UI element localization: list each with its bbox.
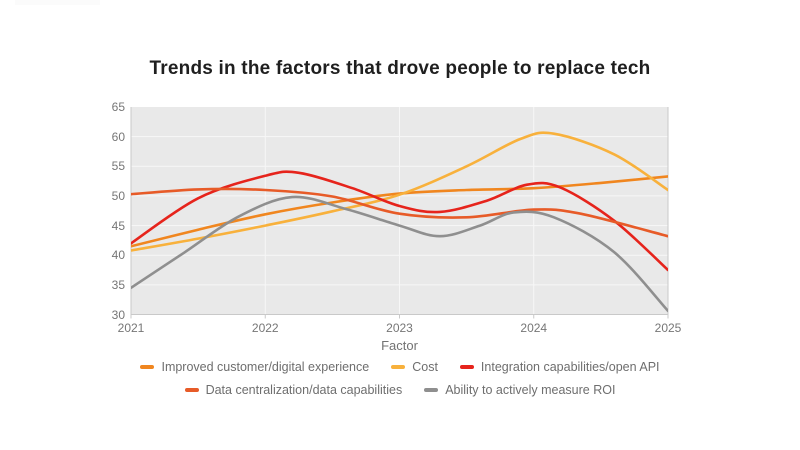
x-axis-title: Factor: [381, 338, 418, 353]
legend-label: Ability to actively measure ROI: [445, 383, 616, 397]
chart-legend: Improved customer/digital experience Cost…: [0, 360, 800, 406]
y-tick-label: 45: [111, 218, 125, 233]
legend-row: Data centralization/data capabilities Abi…: [0, 383, 800, 397]
y-tick-label: 55: [111, 159, 125, 174]
y-tick-label: 60: [111, 129, 125, 144]
window-artifact: [15, 0, 100, 5]
legend-item[interactable]: Ability to actively measure ROI: [424, 383, 615, 397]
chart-title: Trends in the factors that drove people …: [149, 58, 651, 79]
legend-item[interactable]: Cost: [391, 360, 438, 374]
y-tick-label: 50: [111, 188, 125, 203]
legend-item[interactable]: Data centralization/data capabilities: [184, 383, 403, 397]
x-tick-label: 2023: [386, 320, 413, 335]
legend-swatch-icon: [184, 388, 199, 392]
legend-row: Improved customer/digital experience Cost…: [0, 360, 800, 374]
legend-swatch-icon: [424, 388, 439, 392]
legend-label: Data centralization/data capabilities: [205, 383, 403, 397]
series-line-1: [131, 131, 668, 252]
x-tick-label: 2022: [251, 320, 279, 335]
y-tick-label: 65: [111, 100, 125, 114]
legend-swatch-icon: [459, 365, 474, 369]
x-tick-label: 2025: [654, 320, 682, 335]
y-tick-label: 35: [111, 277, 125, 292]
legend-label: Integration capabilities/open API: [480, 360, 660, 374]
series-line-2: [131, 170, 668, 272]
legend-label: Cost: [412, 360, 438, 374]
legend-swatch-icon: [391, 365, 406, 369]
series-line-3: [131, 187, 668, 238]
x-tick-label: 2021: [117, 320, 145, 335]
series-group: [131, 131, 668, 313]
legend-swatch-icon: [140, 365, 155, 369]
y-tick-label: 40: [111, 248, 125, 263]
x-tick-label: 2024: [520, 320, 548, 335]
legend-label: Improved customer/digital experience: [161, 360, 370, 374]
y-tick-label: 30: [111, 307, 125, 322]
legend-item[interactable]: Integration capabilities/open API: [459, 360, 660, 374]
legend-item[interactable]: Improved customer/digital experience: [140, 360, 369, 374]
series-line-4: [131, 195, 668, 313]
